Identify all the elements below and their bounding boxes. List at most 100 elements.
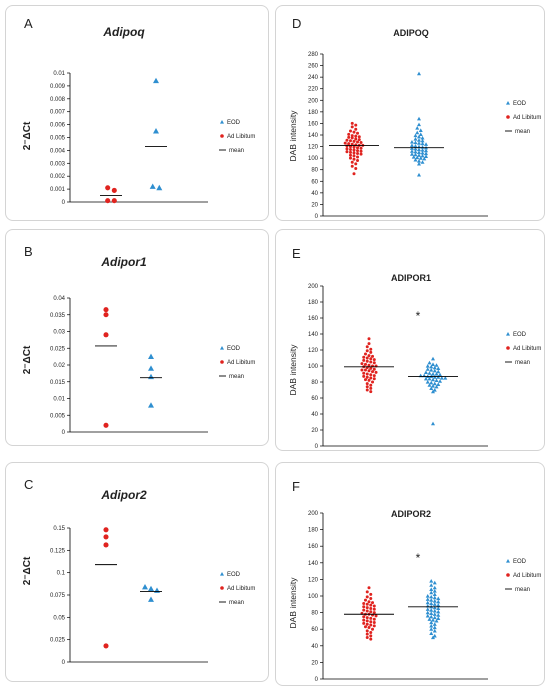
- y-tick-label: 0.025: [50, 638, 66, 644]
- eod-point: [156, 184, 163, 191]
- eod-point: [432, 628, 437, 633]
- eod-point: [431, 384, 435, 388]
- ad-libitum-point: [111, 187, 117, 193]
- ad-libitum-point: [352, 130, 356, 134]
- legend-ad-libitum-label: Ad Libitum: [513, 115, 541, 121]
- y-tick-label: 40: [311, 412, 318, 418]
- eod-point: [432, 622, 437, 626]
- eod-point: [154, 587, 160, 593]
- ad-libitum-point: [367, 626, 371, 630]
- ad-libitum-point: [345, 144, 349, 148]
- ad-libitum-point: [371, 601, 375, 605]
- legend-ad-libitum-label: Ad Libitum: [513, 346, 541, 352]
- y-tick-label: 220: [308, 87, 319, 93]
- eod-point: [438, 379, 443, 383]
- ad-libitum-point: [352, 148, 356, 152]
- y-tick-label: 120: [308, 348, 319, 354]
- eod-point: [423, 370, 428, 374]
- ad-libitum-point: [352, 154, 356, 158]
- panel-letter: E: [292, 246, 301, 261]
- ad-libitum-point: [363, 625, 367, 629]
- legend-eod-marker: [506, 101, 510, 105]
- y-tick-label: 120: [308, 145, 319, 151]
- ad-libitum-point: [367, 337, 371, 341]
- ad-libitum-point: [356, 131, 360, 135]
- ad-libitum-point: [348, 153, 352, 157]
- ad-libitum-point: [350, 125, 354, 129]
- legend-ad-libitum-marker: [220, 134, 224, 138]
- eod-point: [429, 598, 434, 602]
- eod-point: [424, 151, 429, 156]
- eod-point: [420, 160, 425, 164]
- ad-libitum-point: [345, 147, 349, 151]
- y-tick-label: 280: [308, 52, 319, 58]
- panel-a: A Adipoq 0 0.001 0.002 0.003 0.004 0.005 0.006 0.…: [5, 5, 269, 221]
- y-tick-label: 180: [308, 528, 319, 534]
- eod-point: [432, 585, 437, 590]
- eod-point: [420, 150, 425, 155]
- ad-libitum-point: [362, 621, 366, 625]
- eod-point: [409, 143, 414, 148]
- ad-libitum-point: [362, 615, 366, 619]
- eod-point: [425, 600, 430, 605]
- ad-libitum-point: [365, 349, 369, 353]
- ad-libitum-point: [348, 156, 352, 160]
- ad-libitum-point: [356, 146, 360, 150]
- ad-libitum-point: [354, 123, 358, 127]
- eod-point: [432, 589, 437, 593]
- ad-libitum-point: [369, 623, 373, 627]
- legend-eod-marker: [220, 120, 224, 124]
- ad-libitum-point: [352, 157, 356, 161]
- ad-libitum-point: [365, 616, 369, 620]
- eod-point: [434, 384, 439, 389]
- eod-point: [148, 353, 154, 360]
- ad-libitum-point: [367, 369, 371, 373]
- ad-libitum-point: [369, 616, 373, 620]
- eod-point: [415, 126, 420, 130]
- significance-star: *: [416, 309, 421, 323]
- legend-ad-libitum-marker: [506, 573, 510, 577]
- ad-libitum-point: [359, 146, 363, 150]
- ad-libitum-point: [362, 355, 366, 359]
- ad-libitum-point: [372, 361, 376, 365]
- legend-ad-libitum-marker: [506, 346, 510, 350]
- eod-point: [429, 386, 434, 390]
- ad-libitum-point: [103, 307, 109, 313]
- eod-point: [425, 367, 430, 371]
- y-tick-label: 0: [315, 214, 319, 220]
- eod-point: [436, 616, 441, 621]
- ad-libitum-point: [365, 345, 369, 349]
- ad-libitum-point: [372, 604, 376, 608]
- eod-point: [413, 157, 418, 162]
- ad-libitum-point: [371, 370, 375, 374]
- eod-point: [429, 620, 434, 625]
- y-tick-label: 200: [308, 98, 319, 104]
- ad-libitum-point: [372, 624, 376, 628]
- ad-libitum-point: [350, 121, 354, 125]
- y-tick-label: 0.02: [53, 363, 65, 369]
- ad-libitum-point: [356, 152, 360, 156]
- ad-libitum-point: [369, 620, 373, 624]
- eod-point: [431, 389, 435, 394]
- y-tick-label: 240: [308, 75, 319, 81]
- y-tick-label: 20: [311, 660, 318, 666]
- y-tick-label: 0.125: [50, 548, 66, 554]
- ad-libitum-point: [367, 378, 371, 382]
- ad-libitum-point: [354, 127, 358, 131]
- eod-point: [434, 618, 439, 623]
- eod-point: [417, 141, 421, 145]
- eod-point: [148, 365, 154, 371]
- y-tick-label: 20: [311, 202, 318, 208]
- eod-point: [436, 599, 441, 604]
- ad-libitum-point: [359, 149, 363, 153]
- y-axis-label: DAB intensity: [288, 110, 298, 162]
- ad-libitum-point: [362, 371, 366, 375]
- eod-point: [418, 128, 423, 132]
- y-tick-label: 60: [311, 396, 318, 402]
- eod-point: [427, 371, 432, 375]
- ad-libitum-point: [367, 354, 371, 358]
- eod-point: [148, 402, 154, 408]
- ad-libitum-point: [354, 167, 358, 171]
- eod-point: [429, 579, 434, 583]
- ad-libitum-point: [362, 374, 366, 378]
